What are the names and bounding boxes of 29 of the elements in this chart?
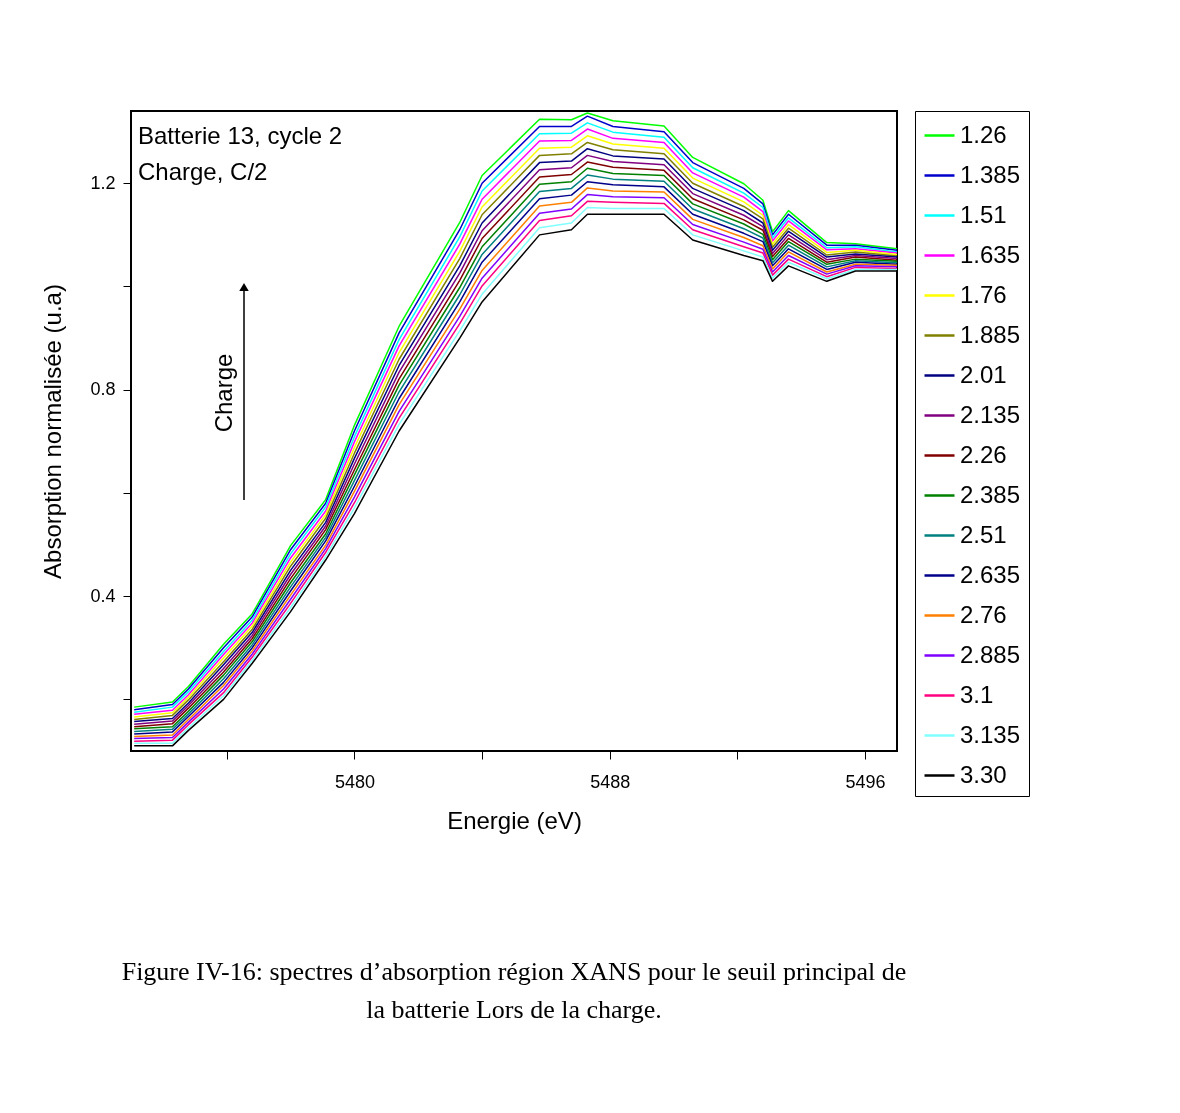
legend-label: 2.385: [960, 480, 1021, 508]
x-tick-label: 5496: [845, 771, 886, 792]
legend-label: 1.885: [960, 320, 1021, 348]
legend-label: 3.1: [960, 680, 994, 708]
annotation: Charge: [210, 353, 237, 433]
legend-label: 1.635: [960, 240, 1021, 268]
legend-label: 1.385: [960, 160, 1021, 188]
legend-label: 1.51: [960, 200, 1007, 228]
legend-label: 2.635: [960, 560, 1021, 588]
x-axis-title: Energie (eV): [447, 806, 582, 834]
x-tick-label: 5488: [590, 771, 631, 792]
x-tick-label: 5480: [334, 771, 375, 792]
legend-label: 2.885: [960, 640, 1021, 668]
legend-label: 2.01: [960, 360, 1007, 388]
annotation: Charge, C/2: [138, 158, 268, 185]
annotation: Batterie 13, cycle 2: [138, 122, 343, 149]
y-axis-title: Absorption normalisée (u.a): [39, 284, 67, 579]
legend-label: 1.26: [960, 120, 1007, 148]
y-tick-label: 0.4: [90, 585, 116, 606]
legend-label: 1.76: [960, 280, 1007, 308]
legend-label: 2.26: [960, 440, 1007, 468]
y-tick-label: 1.2: [90, 172, 116, 193]
legend-label: 2.51: [960, 520, 1007, 548]
legend-label: 3.135: [960, 720, 1021, 748]
text: Figure IV-16: spectres d’absorption région XANS pour le seuil principal de la batterie Lors de la charge.: [121, 957, 907, 1024]
legend-label: 2.76: [960, 600, 1007, 628]
legend-label: 2.135: [960, 400, 1021, 428]
legend-label: 3.30: [960, 760, 1007, 788]
y-tick-label: 0.8: [90, 379, 116, 400]
